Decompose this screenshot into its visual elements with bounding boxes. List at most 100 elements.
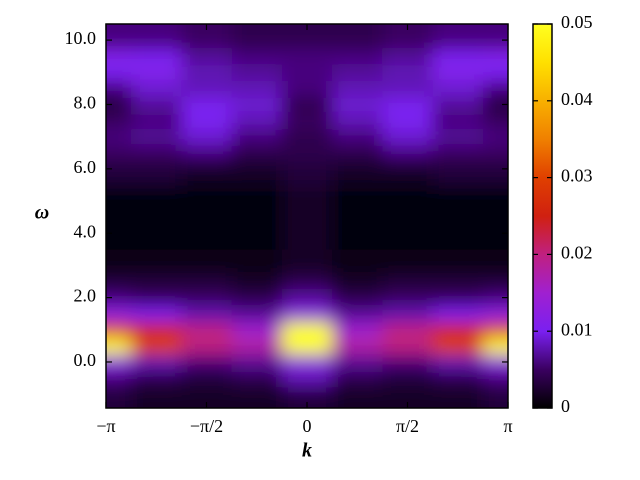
heatmap-cell bbox=[106, 305, 132, 323]
heatmap-cell bbox=[281, 184, 333, 218]
heatmap-cell bbox=[332, 249, 383, 274]
heatmap-cell bbox=[482, 184, 508, 218]
heatmap-cell bbox=[432, 217, 484, 250]
heatmap-cell bbox=[482, 249, 508, 274]
heatmap-cell bbox=[131, 337, 182, 355]
heatmap-cell bbox=[131, 112, 182, 130]
heatmap-cell bbox=[382, 337, 434, 355]
heatmap-cell bbox=[432, 112, 484, 130]
heatmap-cell bbox=[332, 80, 383, 97]
heatmap-cell bbox=[181, 64, 233, 81]
heatmap-cell bbox=[181, 48, 233, 65]
heatmap-cell bbox=[332, 160, 383, 186]
heatmap-cell bbox=[482, 289, 508, 307]
heatmap-cell bbox=[432, 337, 484, 355]
heatmap-cell bbox=[106, 24, 132, 49]
heatmap-cell bbox=[181, 112, 233, 130]
heatmap-cell bbox=[131, 370, 182, 387]
heatmap-cell bbox=[482, 273, 508, 291]
heatmap-cell bbox=[332, 337, 383, 355]
heatmap-cell bbox=[181, 386, 233, 408]
heatmap-cell bbox=[131, 96, 182, 114]
heatmap-cell bbox=[106, 144, 132, 162]
heatmap-cell bbox=[432, 96, 484, 114]
heatmap-cell bbox=[281, 370, 333, 387]
heatmap-cell bbox=[131, 321, 182, 339]
heatmap-cell bbox=[231, 48, 283, 65]
colorbar bbox=[532, 23, 553, 409]
colorbar-tick-label: 0.02 bbox=[561, 243, 593, 263]
heatmap-cell bbox=[131, 48, 182, 65]
colorbar-tick-label: 0.03 bbox=[561, 166, 593, 186]
heatmap-cell bbox=[332, 112, 383, 130]
heatmap-cell bbox=[131, 24, 182, 49]
y-tick-label: 2.0 bbox=[74, 286, 97, 306]
heatmap-cell bbox=[382, 353, 434, 371]
y-tick-label: 4.0 bbox=[74, 221, 97, 241]
heatmap-cell bbox=[482, 24, 508, 49]
heatmap-cell bbox=[106, 370, 132, 387]
heatmap-cell bbox=[181, 273, 233, 291]
heatmap-cell bbox=[281, 337, 333, 355]
heatmap-cell bbox=[432, 64, 484, 81]
heatmap-cell bbox=[382, 144, 434, 162]
heatmap-cell bbox=[281, 128, 333, 146]
heatmap-cell bbox=[482, 217, 508, 250]
heatmap-cell bbox=[332, 184, 383, 218]
heatmap-cell bbox=[281, 48, 333, 65]
heatmap-cell bbox=[382, 386, 434, 408]
heatmap-cell bbox=[432, 273, 484, 291]
heatmap-cell bbox=[332, 353, 383, 371]
heatmap-cell bbox=[231, 353, 283, 371]
heatmap-cell bbox=[482, 64, 508, 81]
heatmap-cell bbox=[382, 249, 434, 274]
heatmap-cell bbox=[181, 96, 233, 114]
heatmap-cell bbox=[482, 80, 508, 97]
heatmap-cell bbox=[482, 144, 508, 162]
heatmap-cell bbox=[106, 386, 132, 408]
heatmap-cell bbox=[482, 337, 508, 355]
heatmap-cell bbox=[181, 184, 233, 218]
heatmap-cell bbox=[281, 80, 333, 97]
heatmap-cell bbox=[382, 160, 434, 186]
heatmap-cell bbox=[131, 305, 182, 323]
heatmap-cell bbox=[106, 184, 132, 218]
heatmap-cell bbox=[231, 289, 283, 307]
heatmap-cell bbox=[432, 184, 484, 218]
heatmap-cell bbox=[382, 289, 434, 307]
heatmap-cell bbox=[482, 160, 508, 186]
heatmap-cell bbox=[131, 353, 182, 371]
x-tick-label: 0 bbox=[303, 416, 312, 436]
heatmap-cell bbox=[106, 160, 132, 186]
heatmap-cell bbox=[281, 305, 333, 323]
heatmap-cell bbox=[231, 80, 283, 97]
heatmap-cell bbox=[131, 64, 182, 81]
x-tick-label: π bbox=[503, 416, 512, 436]
heatmap-cell bbox=[332, 128, 383, 146]
heatmap-cell bbox=[432, 48, 484, 65]
x-axis-title: k bbox=[302, 440, 312, 462]
heatmap-cell bbox=[231, 386, 283, 408]
heatmap-cell bbox=[181, 353, 233, 371]
heatmap-cell bbox=[131, 273, 182, 291]
heatmap-cell bbox=[106, 353, 132, 371]
heatmap-cell bbox=[332, 217, 383, 250]
heatmap-cell bbox=[432, 321, 484, 339]
heatmap-cell bbox=[382, 48, 434, 65]
heatmap-cell bbox=[432, 370, 484, 387]
heatmap-cell bbox=[382, 96, 434, 114]
heatmap-cell bbox=[281, 353, 333, 371]
heatmap-cell bbox=[281, 96, 333, 114]
heatmap-cell bbox=[281, 217, 333, 250]
heatmap-cell bbox=[332, 370, 383, 387]
heatmap-cell bbox=[231, 370, 283, 387]
heatmap-cell bbox=[106, 249, 132, 274]
heatmap-cell bbox=[432, 80, 484, 97]
heatmap-cell bbox=[106, 80, 132, 97]
heatmap-cell bbox=[382, 128, 434, 146]
heatmap-cell bbox=[332, 48, 383, 65]
y-tick-label: 10.0 bbox=[65, 28, 97, 48]
heatmap-cell bbox=[432, 289, 484, 307]
heatmap-cell bbox=[231, 337, 283, 355]
heatmap-cell bbox=[432, 24, 484, 49]
